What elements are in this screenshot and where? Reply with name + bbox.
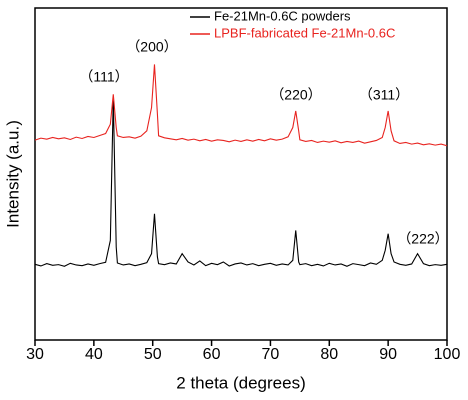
x-tick-label: 80 <box>320 346 338 363</box>
data-line <box>34 64 448 147</box>
x-tick-label: 60 <box>203 346 221 363</box>
legend-label: Fe-21Mn-0.6C powders <box>214 8 351 23</box>
peak-annotation: （111） <box>79 69 128 85</box>
peak-annotation: （311） <box>359 87 409 103</box>
data-line <box>34 97 448 267</box>
x-tick-label: 40 <box>85 346 103 363</box>
plot-frame <box>34 7 448 341</box>
x-tick-label: 90 <box>379 346 397 363</box>
x-tick-label: 70 <box>262 346 280 363</box>
peak-annotation: （222） <box>397 231 448 247</box>
x-tick-label: 30 <box>26 346 44 363</box>
peak-annotation: （200） <box>126 39 177 55</box>
x-axis-label: 2 theta (degrees) <box>176 373 305 392</box>
legend-label: LPBF-fabricated Fe-21Mn-0.6C <box>214 25 395 40</box>
peak-annotation: （220） <box>270 87 321 103</box>
y-axis-label: Intensity (a.u.) <box>3 120 22 228</box>
x-tick-label: 50 <box>144 346 162 363</box>
x-tick-label: 100 <box>434 346 461 363</box>
